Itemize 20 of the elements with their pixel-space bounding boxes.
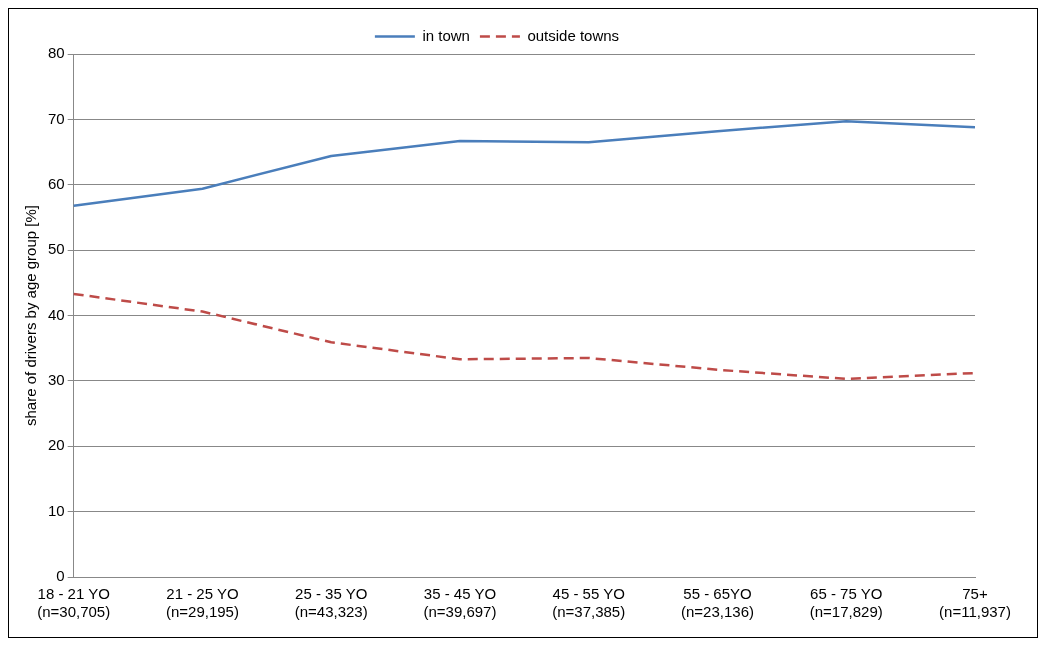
- y-tick-label: 70: [48, 109, 65, 127]
- y-tick-label: 30: [48, 371, 65, 389]
- y-tick-label: 80: [48, 44, 65, 62]
- legend-label: outside towns: [527, 26, 620, 44]
- y-tick-label: 50: [48, 240, 65, 258]
- legend-label: in town: [422, 26, 470, 44]
- x-tick-label: 21 - 25 YO (n=29,195): [165, 585, 239, 621]
- x-tick-label: 55 - 65YO (n=23,136): [680, 585, 754, 621]
- x-tick-label: 25 - 35 YO (n=43,323): [294, 585, 368, 621]
- y-tick-label: 40: [48, 305, 65, 323]
- x-tick-label: 75+ (n=11,937): [939, 585, 1011, 621]
- x-tick-label: 18 - 21 YO (n=30,705): [37, 585, 111, 621]
- y-tick-label: 60: [48, 174, 65, 192]
- y-tick-label: 10: [48, 501, 65, 519]
- x-tick-label: 65 - 75 YO (n=17,829): [809, 585, 883, 621]
- x-tick-label: 45 - 55 YO (n=37,385): [552, 585, 626, 621]
- y-axis-title: share of drivers by age group [%]: [22, 205, 40, 426]
- y-tick-label: 20: [48, 436, 65, 454]
- x-tick-label: 35 - 45 YO (n=39,697): [423, 585, 497, 621]
- y-tick-label: 0: [56, 567, 65, 585]
